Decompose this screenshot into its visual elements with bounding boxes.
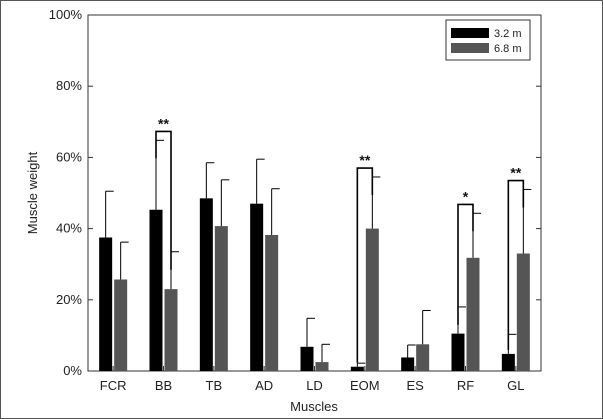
significance-bracket [155, 130, 172, 270]
bar [114, 279, 128, 371]
significance-bracket [457, 203, 474, 325]
bar [164, 289, 178, 371]
legend-box [445, 19, 531, 61]
significance-markers: ******* [155, 115, 525, 363]
bar [501, 353, 515, 371]
y-tick-label: 100% [49, 7, 83, 22]
significance-bracket [507, 179, 525, 350]
bar [149, 209, 163, 371]
significance-label: * [463, 188, 469, 204]
bar [466, 257, 480, 371]
legend-swatch [451, 28, 489, 38]
bar [401, 357, 415, 371]
bar [250, 203, 264, 371]
y-axis-label: Muscle weight [25, 151, 40, 234]
bar [300, 346, 314, 371]
legend: 3.2 m 6.8 m [445, 19, 531, 61]
x-tick-label: BB [155, 378, 172, 393]
axes: 0% 20% 40% 60% 80% 100% FCR BB TB AD LD EOM ES RF GL [49, 7, 542, 393]
y-tick-label: 20% [56, 292, 82, 307]
x-tick-label: FCR [100, 378, 127, 393]
bar [365, 228, 379, 371]
x-tick-label: LD [306, 378, 323, 393]
y-tick-label: 80% [56, 78, 82, 93]
significance-label: ** [359, 152, 370, 168]
x-tick-label: GL [507, 378, 524, 393]
bar [516, 253, 530, 371]
bar [214, 226, 228, 371]
bar [265, 235, 279, 371]
x-tick-label: RF [457, 378, 474, 393]
bars [99, 198, 530, 371]
x-axis-label: Muscles [290, 399, 338, 414]
x-tick-label: AD [255, 378, 273, 393]
x-tick-label: ES [406, 378, 424, 393]
significance-label: ** [510, 165, 521, 181]
y-tick-label: 60% [56, 149, 82, 164]
y-tick-label: 40% [56, 221, 82, 236]
significance-bracket [356, 167, 374, 363]
legend-label: 3.2 m [494, 28, 522, 40]
bar [416, 344, 430, 371]
x-tick-label: TB [206, 378, 223, 393]
bar [451, 333, 465, 371]
bar [350, 366, 364, 371]
legend-swatch [451, 43, 489, 53]
legend-label: 6.8 m [494, 43, 522, 55]
bar [199, 198, 213, 371]
y-tick-label: 0% [63, 363, 82, 378]
significance-label: ** [158, 115, 169, 131]
x-tick-label: EOM [350, 378, 380, 393]
bar [315, 362, 329, 371]
bar [99, 237, 113, 371]
